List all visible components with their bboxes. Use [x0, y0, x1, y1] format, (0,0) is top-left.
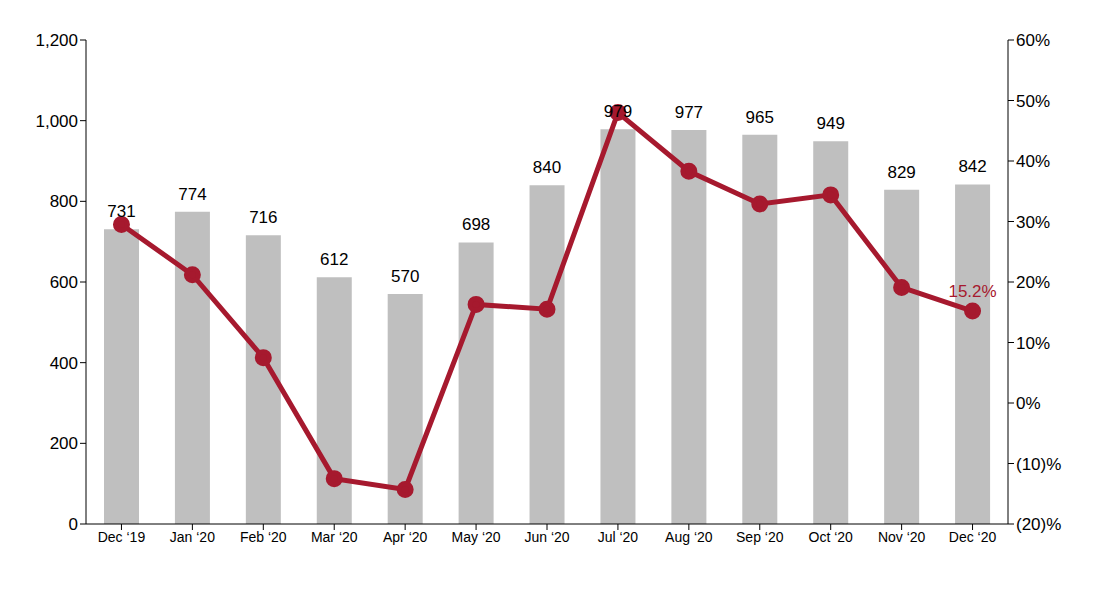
svg-text:400: 400	[50, 354, 78, 373]
svg-text:1,000: 1,000	[35, 112, 78, 131]
svg-text:774: 774	[178, 185, 206, 204]
svg-text:10%: 10%	[1016, 334, 1050, 353]
svg-text:Aug ‘20: Aug ‘20	[665, 529, 713, 545]
svg-text:Jun ‘20: Jun ‘20	[524, 529, 569, 545]
svg-text:15.2%: 15.2%	[948, 282, 996, 301]
svg-text:Dec ‘20: Dec ‘20	[949, 529, 997, 545]
svg-text:Sep ‘20: Sep ‘20	[736, 529, 784, 545]
svg-text:698: 698	[462, 215, 490, 234]
svg-text:716: 716	[249, 208, 277, 227]
svg-text:200: 200	[50, 434, 78, 453]
svg-text:0%: 0%	[1016, 394, 1041, 413]
svg-text:612: 612	[320, 250, 348, 269]
svg-text:60%: 60%	[1016, 31, 1050, 50]
svg-text:979: 979	[604, 102, 632, 121]
svg-text:Dec ‘19: Dec ‘19	[98, 529, 146, 545]
svg-text:20%: 20%	[1016, 273, 1050, 292]
svg-text:0: 0	[69, 515, 78, 534]
svg-text:1,200: 1,200	[35, 31, 78, 50]
svg-text:965: 965	[746, 108, 774, 127]
svg-text:800: 800	[50, 192, 78, 211]
svg-text:Nov ‘20: Nov ‘20	[878, 529, 926, 545]
svg-text:(10)%: (10)%	[1016, 455, 1061, 474]
svg-text:949: 949	[817, 114, 845, 133]
svg-text:Oct ‘20: Oct ‘20	[809, 529, 854, 545]
svg-text:Jan ‘20: Jan ‘20	[170, 529, 215, 545]
svg-text:Feb ‘20: Feb ‘20	[240, 529, 287, 545]
svg-text:977: 977	[675, 103, 703, 122]
svg-text:600: 600	[50, 273, 78, 292]
svg-text:Mar ‘20: Mar ‘20	[311, 529, 358, 545]
svg-text:829: 829	[887, 163, 915, 182]
svg-text:50%: 50%	[1016, 92, 1050, 111]
svg-text:30%: 30%	[1016, 213, 1050, 232]
svg-text:May ‘20: May ‘20	[452, 529, 501, 545]
svg-text:731: 731	[107, 202, 135, 221]
svg-text:(20)%: (20)%	[1016, 515, 1061, 534]
svg-text:570: 570	[391, 267, 419, 286]
svg-text:40%: 40%	[1016, 152, 1050, 171]
svg-text:842: 842	[958, 157, 986, 176]
svg-text:840: 840	[533, 158, 561, 177]
svg-text:Apr ‘20: Apr ‘20	[383, 529, 428, 545]
svg-text:Jul ‘20: Jul ‘20	[598, 529, 639, 545]
